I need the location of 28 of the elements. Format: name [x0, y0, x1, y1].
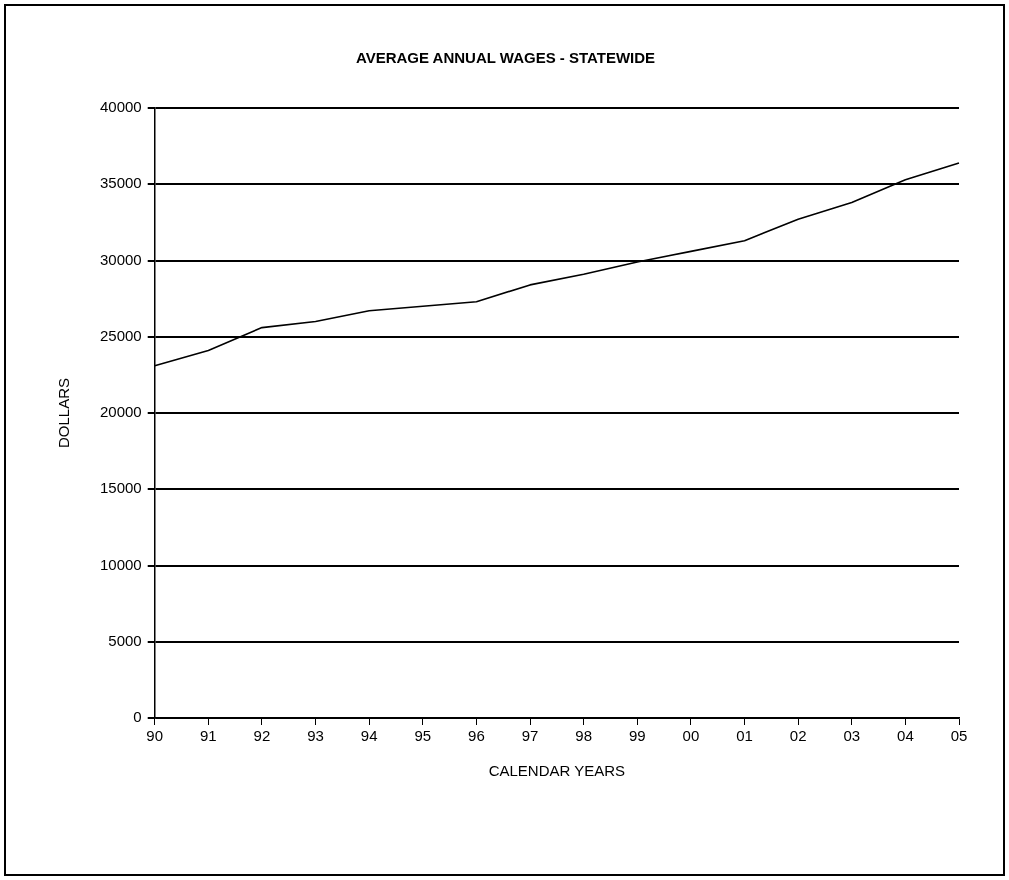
- x-tick-label: 04: [897, 727, 914, 745]
- x-tick-label: 05: [950, 727, 968, 745]
- y-tick-label: 20000: [99, 403, 142, 421]
- x-tick-label: 00: [682, 727, 700, 745]
- x-tick-label: 90: [146, 727, 164, 745]
- y-tick-label: 10000: [99, 555, 142, 573]
- y-tick-label: 25000: [99, 326, 142, 344]
- x-tick-label: 94: [360, 727, 378, 745]
- x-tick-label: 98: [575, 727, 593, 745]
- x-tick-label: 95: [414, 727, 432, 745]
- x-tick-label: 01: [736, 727, 753, 745]
- x-tick-label: 97: [521, 727, 539, 745]
- y-tick-label: 30000: [99, 250, 142, 268]
- x-tick-label: 96: [468, 727, 485, 745]
- y-tick-label: 15000: [99, 479, 142, 497]
- y-axis-title: DOLLARS: [55, 377, 73, 449]
- y-tick-label: 40000: [99, 98, 142, 116]
- chart-title: AVERAGE ANNUAL WAGES - STATEWIDE: [355, 49, 656, 67]
- y-tick-label: 5000: [108, 631, 142, 649]
- x-tick-label: 91: [199, 727, 217, 745]
- x-tick-label: 99: [628, 727, 646, 745]
- x-tick-label: 03: [843, 727, 861, 745]
- y-tick-label: 35000: [99, 174, 142, 192]
- x-axis-title: CALENDAR YEARS: [488, 762, 626, 780]
- x-tick-label: 02: [789, 727, 807, 745]
- x-tick-label: 92: [253, 727, 271, 745]
- x-tick-label: 93: [307, 727, 324, 745]
- y-tick-label: 0: [133, 708, 142, 726]
